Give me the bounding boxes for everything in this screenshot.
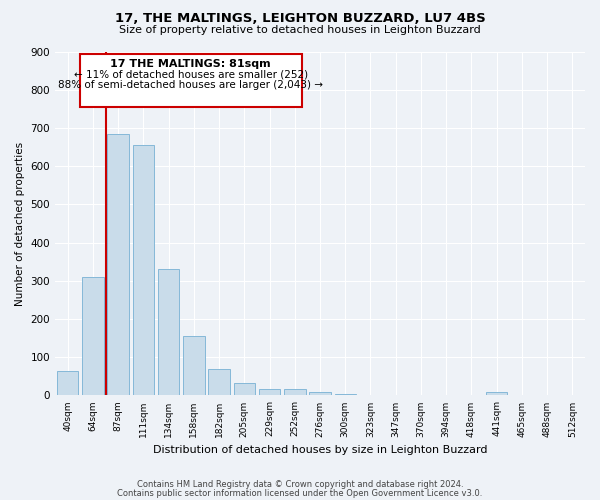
Bar: [158, 270, 179, 396]
Bar: [183, 336, 205, 396]
Bar: [107, 134, 129, 396]
Bar: [133, 145, 154, 396]
Text: Contains public sector information licensed under the Open Government Licence v3: Contains public sector information licen…: [118, 488, 482, 498]
Text: ← 11% of detached houses are smaller (252): ← 11% of detached houses are smaller (25…: [74, 70, 308, 80]
Bar: [284, 388, 305, 396]
Text: 88% of semi-detached houses are larger (2,043) →: 88% of semi-detached houses are larger (…: [58, 80, 323, 90]
Bar: [486, 392, 508, 396]
Bar: [208, 370, 230, 396]
Bar: [57, 370, 79, 396]
Text: 17 THE MALTINGS: 81sqm: 17 THE MALTINGS: 81sqm: [110, 59, 271, 69]
Y-axis label: Number of detached properties: Number of detached properties: [15, 142, 25, 306]
X-axis label: Distribution of detached houses by size in Leighton Buzzard: Distribution of detached houses by size …: [153, 445, 487, 455]
Bar: [259, 388, 280, 396]
Bar: [233, 383, 255, 396]
Text: Size of property relative to detached houses in Leighton Buzzard: Size of property relative to detached ho…: [119, 25, 481, 35]
Bar: [335, 394, 356, 396]
Bar: [309, 392, 331, 396]
FancyBboxPatch shape: [80, 54, 302, 107]
Text: 17, THE MALTINGS, LEIGHTON BUZZARD, LU7 4BS: 17, THE MALTINGS, LEIGHTON BUZZARD, LU7 …: [115, 12, 485, 26]
Text: Contains HM Land Registry data © Crown copyright and database right 2024.: Contains HM Land Registry data © Crown c…: [137, 480, 463, 489]
Bar: [82, 277, 104, 396]
